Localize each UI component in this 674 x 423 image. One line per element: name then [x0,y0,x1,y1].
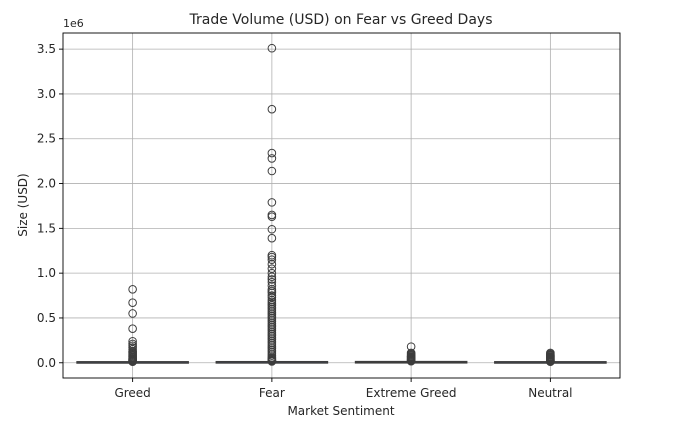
x-axis-label: Market Sentiment [287,404,394,418]
chart-title: Trade Volume (USD) on Fear vs Greed Days [189,12,493,28]
x-tick-label: Greed [114,386,150,400]
grid-layer [63,33,620,378]
y-tick-label: 2.0 [37,177,56,191]
y-tick-label: 3.5 [37,42,56,56]
y-tick-label: 3.0 [37,87,56,101]
y-tick-label: 1.0 [37,266,56,280]
plot-frame [63,33,620,378]
y-tick-label: 0.0 [37,356,56,370]
y-tick-label: 0.5 [37,311,56,325]
y-tick-label: 2.5 [37,132,56,146]
y-axis-label: Size (USD) [16,173,30,236]
x-tick-label: Fear [259,386,285,400]
box-layer [77,44,606,365]
box-group [495,349,606,365]
tick-layer: 0.0 0.5 1.0 1.5 2.0 2.5 3.0 3.5 Greed Fear Extreme… [37,42,573,400]
y-offset-label: 1e6 [63,17,84,30]
x-tick-label: Neutral [528,386,572,400]
y-tick-label: 1.5 [37,221,56,235]
x-tick-label: Extreme Greed [366,386,457,400]
